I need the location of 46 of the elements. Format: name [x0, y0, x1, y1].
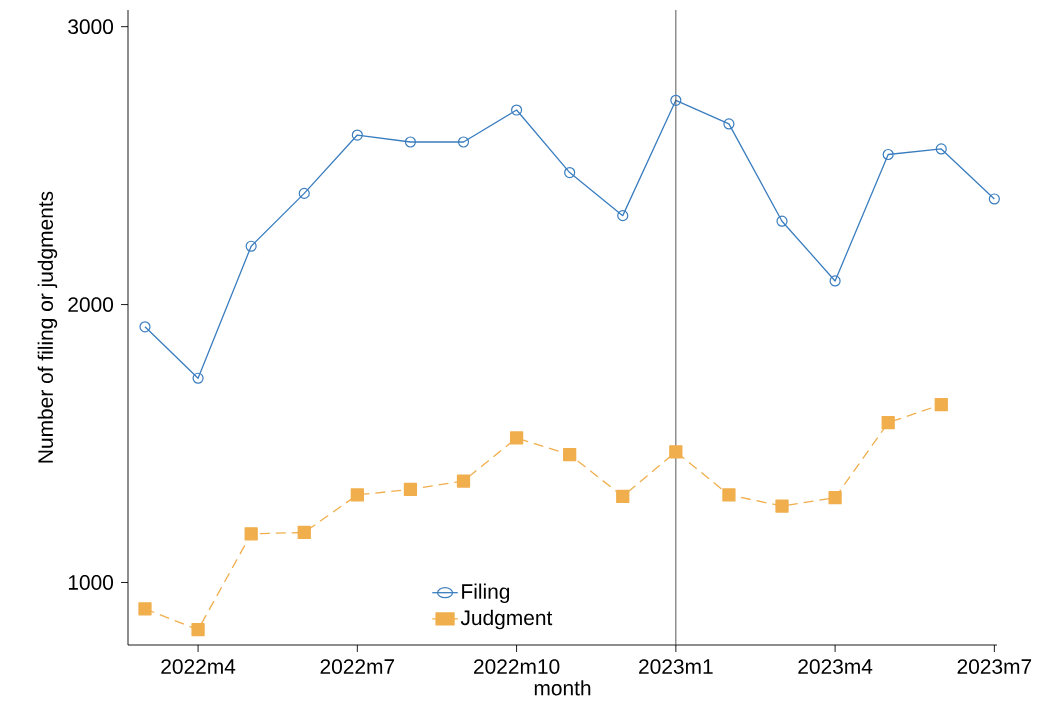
point	[988, 193, 1000, 205]
point	[670, 94, 682, 106]
point	[669, 445, 683, 459]
point	[829, 275, 841, 287]
point	[351, 129, 363, 141]
point	[404, 136, 416, 148]
point	[298, 187, 310, 199]
x-tick-label: 2022m7	[320, 659, 395, 674]
point	[191, 623, 205, 637]
point	[457, 136, 470, 148]
x-tick-label: 2022m10	[474, 659, 560, 674]
point	[509, 431, 524, 445]
point	[722, 488, 736, 502]
point	[456, 474, 471, 488]
y-tick-label: 1000	[68, 575, 114, 590]
point	[935, 143, 947, 155]
x-tick-label: 2022m4	[161, 659, 236, 674]
point	[564, 166, 576, 179]
x-tick-label: 2023m7	[957, 659, 1032, 674]
point	[617, 210, 629, 222]
legend-label: Filing	[462, 583, 510, 604]
y-tick-label: 3000	[68, 19, 114, 35]
point	[350, 488, 364, 502]
legend-label: Judgment	[460, 609, 553, 630]
point	[828, 491, 842, 505]
point	[403, 482, 418, 496]
point	[882, 148, 894, 161]
point	[934, 397, 948, 412]
point	[244, 527, 258, 541]
y-axis-title: Number of filing or judgments	[37, 191, 58, 463]
point	[775, 499, 789, 513]
point	[881, 416, 895, 430]
point	[139, 321, 151, 333]
point	[776, 215, 788, 227]
point	[723, 118, 735, 130]
point	[138, 602, 152, 616]
point	[297, 525, 311, 540]
point	[616, 489, 630, 503]
point	[192, 372, 204, 384]
x-tick-label: 2023m1	[639, 659, 713, 674]
x-tick-label: 2023m4	[798, 659, 873, 674]
point	[511, 104, 523, 116]
x-axis-title: month	[534, 680, 591, 696]
y-tick-label: 2000	[68, 297, 114, 312]
point	[245, 240, 257, 252]
point	[563, 448, 577, 462]
